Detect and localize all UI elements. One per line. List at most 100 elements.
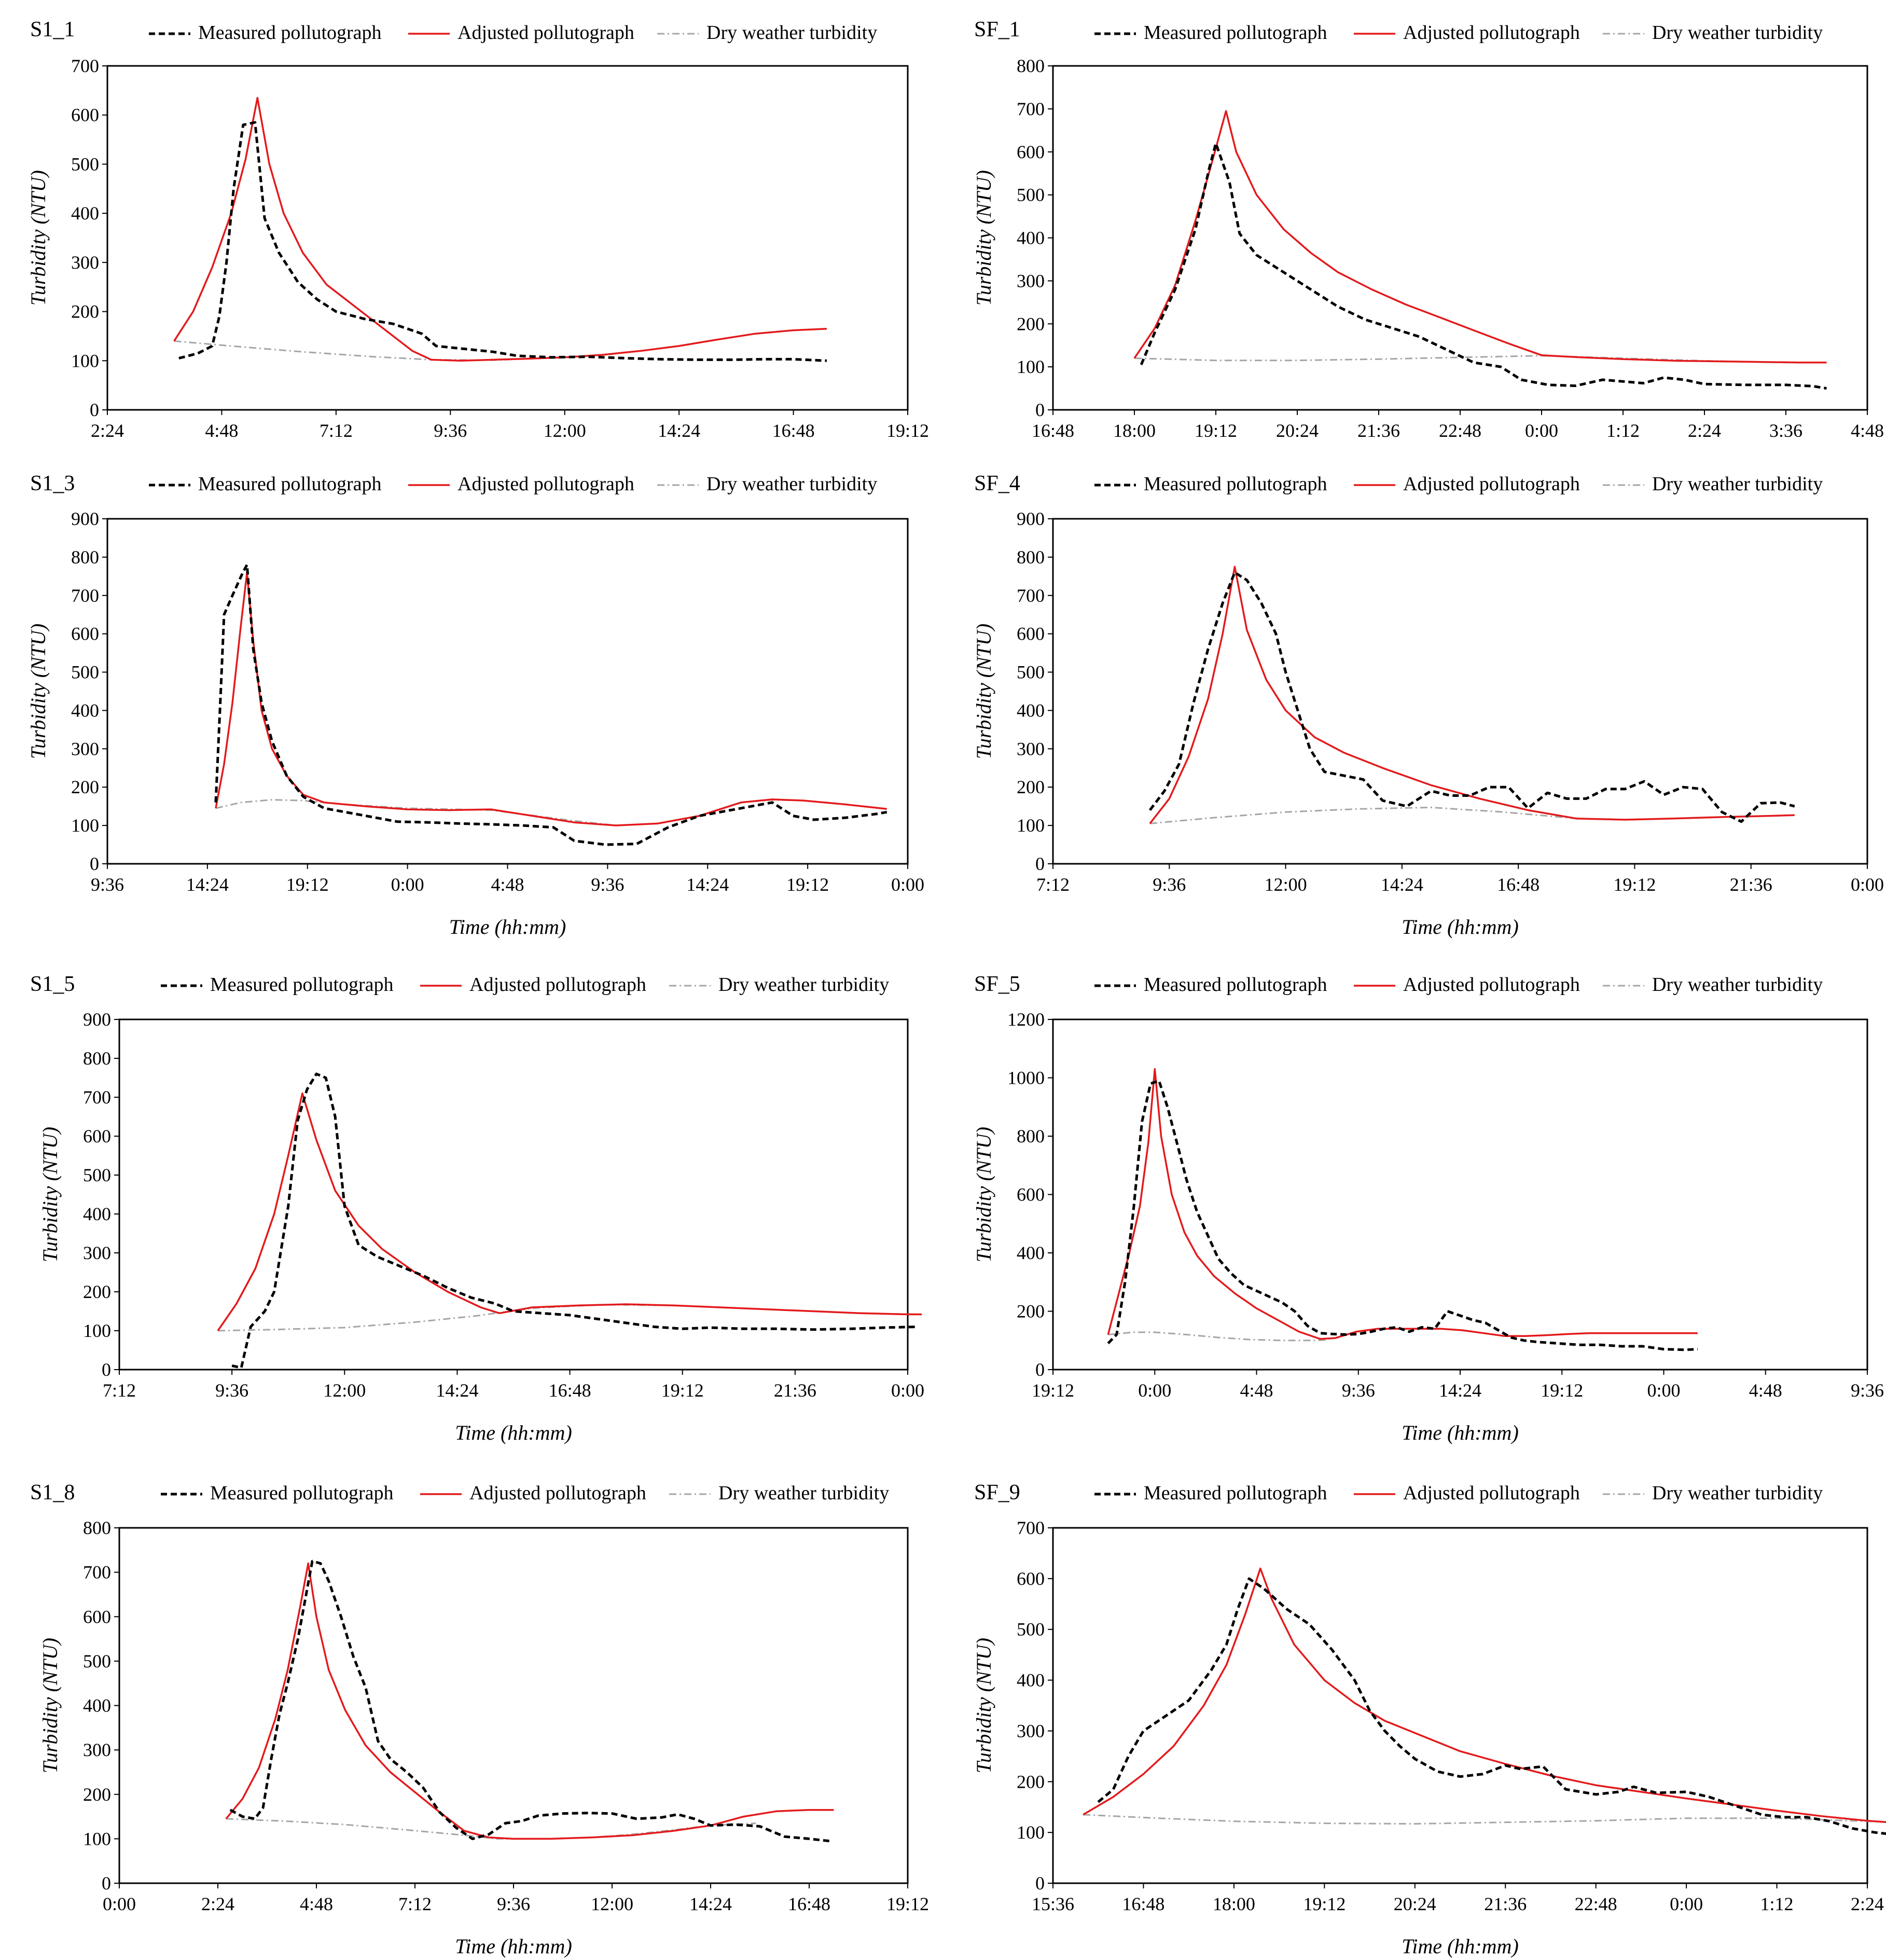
- x-tick-label: 9:36: [1851, 1380, 1884, 1401]
- x-tick-label: 4:48: [205, 420, 238, 441]
- y-tick-label: 800: [1017, 56, 1045, 76]
- x-tick-label: 7:12: [1036, 874, 1070, 895]
- y-tick-label: 500: [1017, 662, 1045, 683]
- x-tick-label: 16:48: [1122, 1894, 1164, 1914]
- series-line-adjusted-pollutograph: [1133, 110, 1827, 364]
- x-tick-label: 12:00: [1265, 874, 1307, 895]
- x-tick-label: 19:12: [1032, 1380, 1074, 1401]
- panel-title: SF_1: [974, 18, 1020, 42]
- series-line-adjusted-pollutograph: [225, 1562, 834, 1840]
- y-tick-label: 200: [83, 1784, 111, 1805]
- plot-frame: [118, 1527, 909, 1884]
- legend-label-adjusted: Adjusted pollutograph: [457, 473, 634, 495]
- legend-label-adjusted: Adjusted pollutograph: [469, 974, 646, 996]
- x-tick-label: 2:24: [1851, 1894, 1884, 1914]
- legend-label-measured: Measured pollutograph: [210, 974, 394, 996]
- x-tick-label: 9:36: [215, 1380, 248, 1401]
- series-line-measured-pollutograph: [231, 1072, 918, 1369]
- x-tick-label: 0:00: [1670, 1894, 1703, 1914]
- y-tick-label: 500: [1017, 185, 1045, 205]
- y-tick-label: 100: [83, 1828, 111, 1849]
- y-tick-label: 700: [1017, 1517, 1045, 1538]
- y-tick-label: 0: [1035, 399, 1045, 420]
- y-tick-label: 400: [71, 700, 99, 721]
- y-tick-label: 0: [90, 399, 99, 420]
- x-tick-label: 14:24: [1439, 1380, 1481, 1401]
- x-tick-label: 16:48: [549, 1380, 591, 1401]
- x-tick-label: 19:12: [661, 1380, 704, 1401]
- chart-panel-sf-4: SF_4 Measured pollutograph Adjusted pollut…: [972, 472, 1884, 938]
- y-tick-label: 900: [71, 508, 99, 529]
- legend-label-measured: Measured pollutograph: [1144, 1482, 1327, 1504]
- x-tick-label: 4:48: [300, 1894, 333, 1914]
- y-tick-label: 100: [1017, 356, 1045, 377]
- x-tick-label: 9:36: [497, 1894, 530, 1914]
- x-tick-label: 0:00: [1647, 1380, 1680, 1401]
- legend-label-measured: Measured pollutograph: [198, 22, 382, 44]
- x-tick-label: 0:00: [1525, 420, 1558, 441]
- x-tick-label: 7:12: [398, 1894, 432, 1914]
- y-tick-label: 600: [1017, 624, 1045, 644]
- x-tick-label: 19:12: [886, 420, 929, 441]
- y-tick-label: 300: [83, 1243, 111, 1263]
- y-tick-label: 0: [1035, 1359, 1045, 1380]
- chart-panel-s1-5: S1_5 Measured pollutograph Adjusted pollut…: [30, 972, 924, 1444]
- x-tick-label: 1:12: [1760, 1894, 1794, 1914]
- x-tick-label: 16:48: [1032, 420, 1074, 441]
- chart-panel-sf-1: SF_1 Measured pollutograph Adjusted pollut…: [972, 18, 1884, 441]
- y-tick-label: 600: [71, 105, 99, 126]
- y-tick-label: 800: [1017, 547, 1045, 568]
- y-tick-label: 400: [1017, 228, 1045, 249]
- x-tick-label: 4:48: [1851, 420, 1884, 441]
- y-tick-label: 700: [71, 56, 99, 76]
- x-axis-title: Time (hh:mm): [1402, 1421, 1519, 1444]
- x-tick-label: 9:36: [1153, 874, 1186, 895]
- y-tick-label: 800: [1017, 1126, 1045, 1147]
- panel-title: S1_8: [30, 1481, 75, 1504]
- y-axis-title: Turbidity (NTU): [26, 170, 50, 306]
- x-tick-label: 7:12: [103, 1380, 136, 1401]
- y-tick-label: 300: [83, 1740, 111, 1760]
- y-tick-label: 300: [1017, 1720, 1045, 1741]
- x-tick-label: 4:48: [491, 874, 524, 895]
- y-tick-label: 100: [71, 815, 99, 836]
- plot-frame: [1052, 518, 1868, 865]
- x-axis-title: Time (hh:mm): [449, 915, 566, 938]
- x-tick-label: 18:00: [1213, 1894, 1255, 1914]
- y-tick-label: 500: [71, 154, 99, 174]
- legend-label-dry: Dry weather turbidity: [1652, 473, 1823, 495]
- y-tick-label: 200: [1017, 313, 1045, 334]
- plot-frame: [106, 65, 909, 411]
- x-tick-label: 14:24: [186, 874, 229, 895]
- series-line-dry-weather-turbidity: [217, 1304, 922, 1332]
- y-tick-label: 500: [1017, 1619, 1045, 1640]
- y-tick-label: 500: [83, 1651, 111, 1672]
- x-tick-label: 7:12: [320, 420, 353, 441]
- chart-panel-sf-9: SF_9 Measured pollutograph Adjusted pollut…: [972, 1481, 1886, 1958]
- y-tick-label: 800: [71, 547, 99, 568]
- series-line-dry-weather-turbidity: [226, 1818, 756, 1840]
- y-tick-label: 200: [71, 301, 99, 322]
- series-line-adjusted-pollutograph: [1083, 1567, 1886, 1823]
- y-axis-title: Turbidity (NTU): [972, 624, 995, 759]
- chart-panel-sf-5: SF_5 Measured pollutograph Adjusted pollut…: [972, 972, 1884, 1444]
- chart-panel-s1-1: S1_1 Measured pollutograph Adjusted pollut…: [26, 18, 929, 441]
- x-tick-label: 15:36: [1032, 1894, 1074, 1914]
- legend-label-adjusted: Adjusted pollutograph: [1403, 473, 1580, 495]
- panel-title: SF_5: [974, 972, 1020, 996]
- y-tick-label: 700: [83, 1562, 111, 1583]
- panel-title: S1_5: [30, 972, 75, 996]
- x-tick-label: 19:12: [286, 874, 329, 895]
- x-tick-label: 9:36: [434, 420, 467, 441]
- y-tick-label: 0: [90, 853, 99, 874]
- x-tick-label: 18:00: [1113, 420, 1156, 441]
- x-tick-label: 12:00: [591, 1894, 633, 1914]
- y-tick-label: 0: [102, 1359, 111, 1380]
- chart-panel-s1-8: S1_8 Measured pollutograph Adjusted pollut…: [30, 1481, 929, 1958]
- plot-frame: [1052, 65, 1868, 411]
- y-tick-label: 200: [1017, 1301, 1045, 1322]
- x-tick-label: 21:36: [1484, 1894, 1527, 1914]
- y-tick-label: 400: [1017, 700, 1045, 721]
- x-axis-title: Time (hh:mm): [1402, 1935, 1519, 1958]
- x-tick-label: 20:24: [1394, 1894, 1436, 1914]
